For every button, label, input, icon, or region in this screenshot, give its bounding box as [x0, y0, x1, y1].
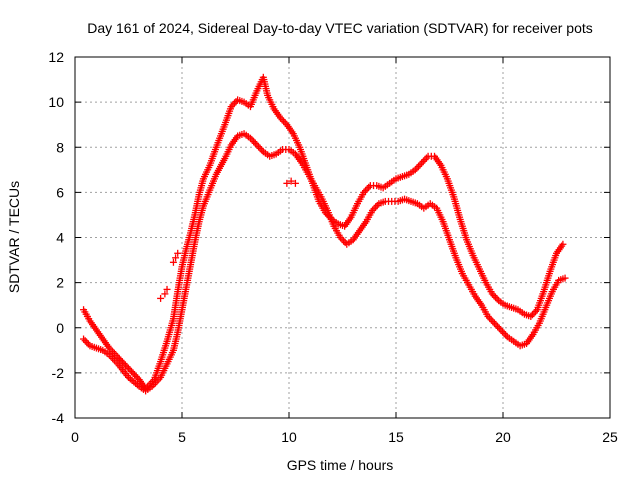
y-axis-title: SDTVAR / TECUs — [6, 181, 22, 293]
data-point-interp — [126, 366, 134, 374]
data-point — [161, 290, 169, 298]
data-points — [80, 73, 569, 395]
x-tick-label: 20 — [495, 429, 511, 445]
data-point — [114, 353, 122, 361]
data-point — [163, 285, 171, 293]
data-point — [157, 294, 165, 302]
x-tick-label: 0 — [71, 429, 79, 445]
data-point-interp — [117, 356, 125, 364]
data-point — [561, 274, 569, 282]
x-tick-label: 10 — [281, 429, 297, 445]
data-point-interp — [118, 358, 126, 366]
grid-lines — [75, 57, 610, 418]
x-tick-label: 25 — [602, 429, 618, 445]
x-axis-title: GPS time / hours — [287, 457, 394, 473]
data-point-interp — [131, 371, 139, 379]
x-tick-label: 5 — [178, 429, 186, 445]
data-point — [172, 254, 180, 262]
y-tick-label: 10 — [48, 94, 64, 110]
data-point-interp — [123, 363, 131, 371]
y-tick-label: 2 — [56, 275, 64, 291]
y-tick-label: 6 — [56, 184, 64, 200]
data-point — [174, 249, 182, 257]
y-tick-label: 0 — [56, 320, 64, 336]
data-point — [287, 177, 295, 185]
y-tick-label: -4 — [52, 410, 65, 426]
y-tick-labels: -4 -2 0 2 4 6 8 10 12 — [48, 49, 64, 426]
data-point-interp — [132, 372, 140, 380]
chart-title: Day 161 of 2024, Sidereal Day-to-day VTE… — [87, 20, 593, 36]
y-tick-label: 8 — [56, 139, 64, 155]
data-point-interp — [120, 360, 128, 368]
y-tick-label: 4 — [56, 230, 64, 246]
plot-frame — [74, 56, 611, 419]
data-point-interp — [129, 369, 137, 377]
data-point — [291, 179, 299, 187]
data-point — [559, 240, 567, 248]
data-point-interp — [115, 355, 123, 363]
data-point — [125, 364, 132, 372]
data-point — [169, 258, 177, 266]
data-point — [283, 179, 291, 187]
y-tick-label: 12 — [48, 49, 64, 65]
x-tick-label: 15 — [388, 429, 404, 445]
data-point-interp — [121, 361, 129, 369]
y-tick-label: -2 — [52, 365, 65, 381]
x-tick-labels: 0 5 10 15 20 25 — [71, 429, 618, 445]
data-point-interp — [128, 368, 136, 376]
